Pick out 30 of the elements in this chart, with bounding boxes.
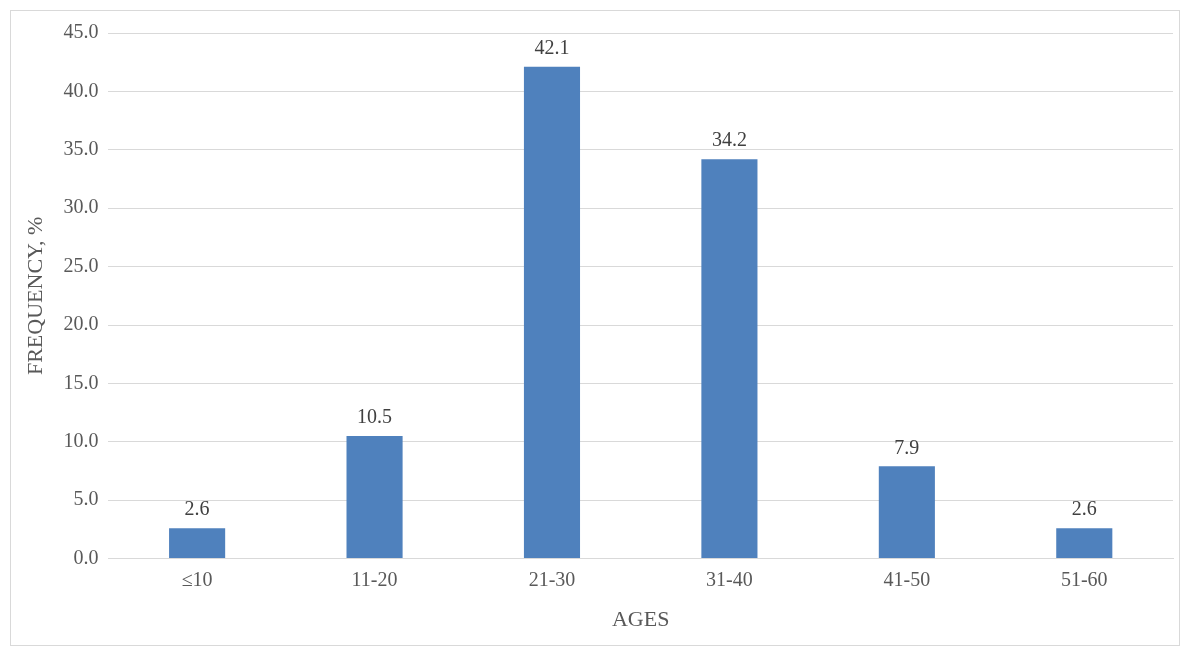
y-tick-label: 35.0 [63, 137, 99, 160]
bar [701, 159, 758, 559]
x-tick-label: ≤10 [181, 567, 213, 590]
bar [1056, 528, 1113, 559]
y-tick-label: 45.0 [63, 20, 99, 43]
bar [346, 435, 403, 559]
y-tick-label: 10.0 [63, 429, 99, 452]
y-tick-label: 5.0 [73, 487, 99, 510]
x-tick-label: 21-30 [528, 567, 576, 590]
data-label: 10.5 [357, 405, 393, 428]
y-tick-label: 20.0 [63, 312, 99, 335]
y-tick-label: 40.0 [63, 78, 99, 101]
y-axis-title: FREQUENCY, % [21, 216, 47, 376]
x-tick-label: 31-40 [706, 567, 753, 590]
y-tick-label: 25.0 [63, 253, 99, 276]
x-tick-label: 11-20 [351, 567, 398, 590]
bar [878, 466, 935, 559]
data-label: 2.6 [1071, 497, 1097, 520]
y-tick-label: 30.0 [63, 195, 99, 218]
data-label: 34.2 [711, 128, 747, 151]
bar [523, 66, 581, 559]
data-label: 42.1 [534, 36, 570, 59]
x-axis-title: AGES [611, 605, 670, 631]
y-tick-label: 0.0 [73, 545, 99, 568]
x-tick-label: 51-60 [1060, 567, 1108, 590]
y-tick-label: 15.0 [63, 370, 99, 393]
data-label: 2.6 [184, 497, 210, 520]
x-tick-label: 41-50 [883, 567, 931, 590]
data-label: 7.9 [894, 435, 920, 458]
bar [169, 528, 226, 559]
